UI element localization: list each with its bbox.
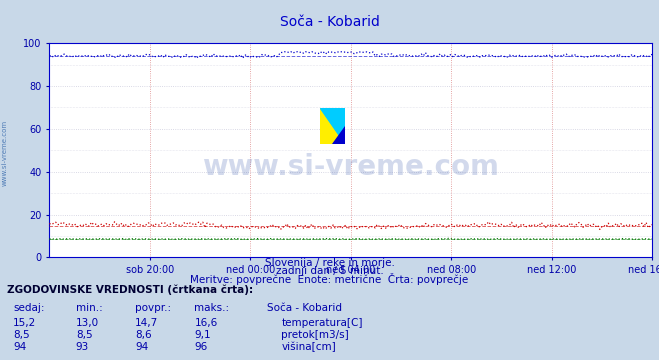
Text: 14,7: 14,7 bbox=[135, 318, 158, 328]
Text: sedaj:: sedaj: bbox=[13, 303, 45, 313]
Text: 94: 94 bbox=[135, 342, 148, 352]
Text: 93: 93 bbox=[76, 342, 89, 352]
Text: temperatura[C]: temperatura[C] bbox=[281, 318, 363, 328]
Text: povpr.:: povpr.: bbox=[135, 303, 171, 313]
Text: Slovenija / reke in morje.: Slovenija / reke in morje. bbox=[264, 258, 395, 268]
Text: 9,1: 9,1 bbox=[194, 330, 211, 340]
Text: Soča - Kobarid: Soča - Kobarid bbox=[267, 303, 342, 313]
Text: 15,2: 15,2 bbox=[13, 318, 36, 328]
Text: pretok[m3/s]: pretok[m3/s] bbox=[281, 330, 349, 340]
Text: Soča - Kobarid: Soča - Kobarid bbox=[279, 15, 380, 29]
Text: min.:: min.: bbox=[76, 303, 103, 313]
Text: maks.:: maks.: bbox=[194, 303, 229, 313]
Text: 13,0: 13,0 bbox=[76, 318, 99, 328]
Text: 96: 96 bbox=[194, 342, 208, 352]
Text: ZGODOVINSKE VREDNOSTI (črtkana črta):: ZGODOVINSKE VREDNOSTI (črtkana črta): bbox=[7, 285, 252, 296]
Text: višina[cm]: višina[cm] bbox=[281, 342, 336, 352]
Text: 94: 94 bbox=[13, 342, 26, 352]
Text: www.si-vreme.com: www.si-vreme.com bbox=[202, 153, 500, 181]
Polygon shape bbox=[320, 108, 345, 144]
Text: 8,6: 8,6 bbox=[135, 330, 152, 340]
Text: Meritve: povprečne  Enote: metrične  Črta: povprečje: Meritve: povprečne Enote: metrične Črta:… bbox=[190, 273, 469, 285]
Text: zadnji dan / 5 minut.: zadnji dan / 5 minut. bbox=[275, 266, 384, 276]
Text: www.si-vreme.com: www.si-vreme.com bbox=[1, 120, 8, 186]
Text: 8,5: 8,5 bbox=[76, 330, 92, 340]
Polygon shape bbox=[320, 108, 345, 144]
Polygon shape bbox=[332, 126, 345, 144]
Text: 16,6: 16,6 bbox=[194, 318, 217, 328]
Text: 8,5: 8,5 bbox=[13, 330, 30, 340]
